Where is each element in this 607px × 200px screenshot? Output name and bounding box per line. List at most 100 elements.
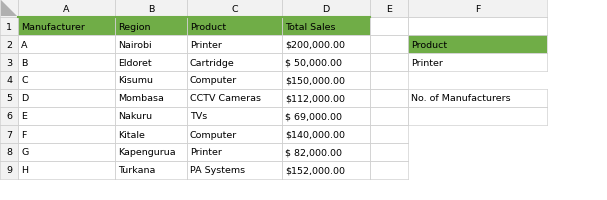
Text: E: E: [386, 4, 392, 13]
Text: C: C: [21, 76, 28, 85]
Bar: [115, 54, 187, 72]
Text: No. of Manufacturers: No. of Manufacturers: [411, 94, 510, 103]
Text: Product: Product: [411, 40, 447, 49]
Text: C: C: [231, 4, 238, 13]
Text: $ 50,000.00: $ 50,000.00: [285, 58, 342, 67]
Bar: [370, 72, 408, 90]
Bar: [370, 143, 408, 161]
Text: $ 82,000.00: $ 82,000.00: [285, 148, 342, 157]
Text: 3: 3: [6, 58, 12, 67]
Bar: [0, 143, 18, 161]
Bar: [187, 0, 282, 18]
Bar: [187, 161, 282, 179]
Text: 5: 5: [6, 94, 12, 103]
Text: A: A: [63, 4, 70, 13]
Bar: [408, 18, 547, 36]
Text: G: G: [21, 148, 29, 157]
Bar: [115, 18, 187, 36]
Text: Computer: Computer: [190, 130, 237, 139]
Text: Turkana: Turkana: [118, 166, 155, 175]
Bar: [282, 161, 370, 179]
Bar: [0, 18, 18, 36]
Text: 8: 8: [6, 148, 12, 157]
Text: Kitale: Kitale: [118, 130, 145, 139]
Bar: [408, 107, 547, 125]
Text: $150,000.00: $150,000.00: [285, 76, 345, 85]
Text: Printer: Printer: [411, 58, 443, 67]
Bar: [282, 125, 370, 143]
Bar: [115, 36, 187, 54]
Bar: [18, 18, 115, 36]
Text: Computer: Computer: [190, 76, 237, 85]
Bar: [18, 0, 115, 18]
Bar: [187, 72, 282, 90]
Bar: [370, 18, 408, 36]
Text: Mombasa: Mombasa: [118, 94, 164, 103]
Text: Kapengurua: Kapengurua: [118, 148, 175, 157]
Bar: [0, 72, 18, 90]
Text: 4: 4: [6, 76, 12, 85]
Bar: [0, 107, 18, 125]
Text: Total Sales: Total Sales: [285, 22, 336, 31]
Polygon shape: [1, 1, 17, 17]
Bar: [408, 54, 547, 72]
Bar: [282, 36, 370, 54]
Text: A: A: [21, 40, 27, 49]
Bar: [187, 125, 282, 143]
Bar: [115, 72, 187, 90]
Text: Nairobi: Nairobi: [118, 40, 152, 49]
Text: Nakuru: Nakuru: [118, 112, 152, 121]
Bar: [115, 90, 187, 107]
Bar: [0, 161, 18, 179]
Bar: [282, 72, 370, 90]
Text: $140,000.00: $140,000.00: [285, 130, 345, 139]
Bar: [370, 107, 408, 125]
Text: Cartridge: Cartridge: [190, 58, 235, 67]
Text: $200,000.00: $200,000.00: [285, 40, 345, 49]
Bar: [187, 36, 282, 54]
Bar: [115, 107, 187, 125]
Text: F: F: [475, 4, 480, 13]
Bar: [18, 54, 115, 72]
Bar: [187, 18, 282, 36]
Text: PA Systems: PA Systems: [190, 166, 245, 175]
Bar: [0, 90, 18, 107]
Bar: [18, 90, 115, 107]
Bar: [370, 125, 408, 143]
Text: Region: Region: [118, 22, 151, 31]
Bar: [187, 143, 282, 161]
Text: D: D: [322, 4, 330, 13]
Bar: [0, 125, 18, 143]
Bar: [18, 125, 115, 143]
Text: Product: Product: [190, 22, 226, 31]
Text: E: E: [21, 112, 27, 121]
Bar: [18, 36, 115, 54]
Text: Kisumu: Kisumu: [118, 76, 153, 85]
Text: D: D: [21, 94, 29, 103]
Text: $ 69,000.00: $ 69,000.00: [285, 112, 342, 121]
Text: 2: 2: [6, 40, 12, 49]
Bar: [370, 36, 408, 54]
Bar: [408, 0, 547, 18]
Bar: [370, 54, 408, 72]
Bar: [187, 90, 282, 107]
Bar: [115, 143, 187, 161]
Text: B: B: [148, 4, 154, 13]
Bar: [370, 0, 408, 18]
Bar: [370, 90, 408, 107]
Text: TVs: TVs: [190, 112, 207, 121]
Text: Printer: Printer: [190, 148, 222, 157]
Bar: [282, 18, 370, 36]
Bar: [18, 143, 115, 161]
Text: $152,000.00: $152,000.00: [285, 166, 345, 175]
Bar: [18, 72, 115, 90]
Text: B: B: [21, 58, 27, 67]
Text: 1: 1: [6, 22, 12, 31]
Bar: [282, 90, 370, 107]
Bar: [18, 107, 115, 125]
Bar: [0, 36, 18, 54]
Text: H: H: [21, 166, 28, 175]
Bar: [282, 107, 370, 125]
Bar: [115, 161, 187, 179]
Bar: [0, 0, 18, 18]
